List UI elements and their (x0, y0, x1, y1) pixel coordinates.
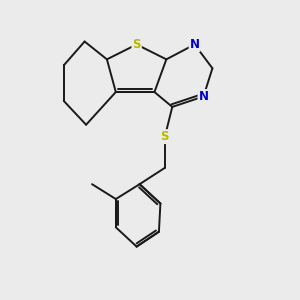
Text: N: N (190, 38, 200, 51)
Text: S: S (160, 130, 169, 143)
Text: S: S (132, 38, 141, 51)
Text: N: N (199, 90, 208, 103)
